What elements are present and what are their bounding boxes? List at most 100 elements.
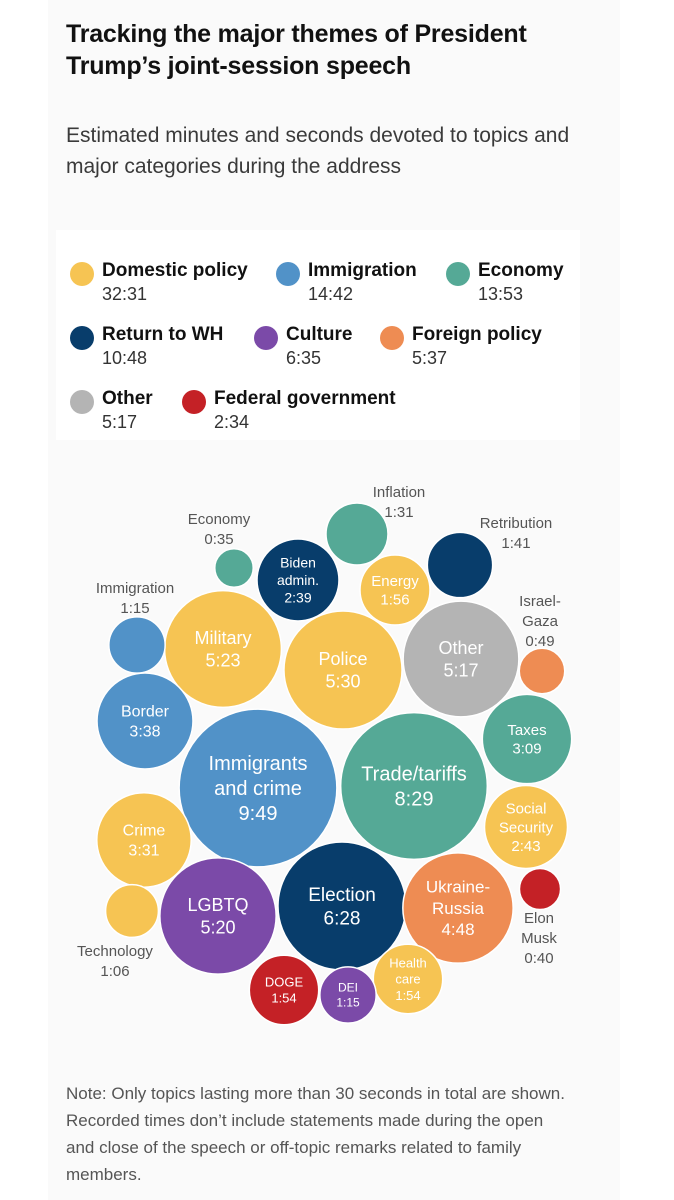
bubble-label: admin. [277,572,319,588]
bubble-label: Elon [524,910,554,927]
legend-time: 10:48 [102,348,148,368]
footnote: Note: Only topics lasting more than 30 s… [66,1084,565,1184]
bubble-circle [319,966,377,1024]
bubble-time: 1:56 [380,592,409,609]
bubble-label: Gaza [522,613,559,630]
bubble-immigration: Immigration 1:15 [96,580,174,674]
bubble-time: 8:29 [395,789,434,811]
bubble-label: Immigrants [209,753,308,775]
bubble-time: 1:06 [100,963,129,980]
bubble-time: 0:49 [525,633,554,650]
chart-subtitle: Estimated minutes and seconds devoted to… [66,124,570,178]
bubble-time: 6:28 [324,909,361,930]
bubble-label: Israel- [519,593,561,610]
legend: Domestic policy 32:31 Immigration 14:42 … [56,230,580,440]
bubble-circle [518,647,566,695]
bubble-label: Immigration [96,580,174,597]
bubble-time: 1:54 [271,991,296,1006]
bubble-time: 1:31 [384,504,413,521]
bubble-time: 0:40 [524,950,553,967]
bubble-label: DOGE [265,974,304,989]
legend-time: 2:34 [214,412,250,432]
bubble-label: Ukraine- [426,878,490,897]
bubble-time: 9:49 [239,803,278,825]
legend-name: Immigration [308,260,417,281]
bubble-police: Police 5:30 [283,610,403,730]
bubble-time: 5:20 [200,918,235,938]
bubble-chart: Immigrants and crime 9:49 Trade/tariffs 8:29… [77,484,573,1026]
bubble-label: Biden [280,554,316,570]
bubble-trade-tariffs: Trade/tariffs 8:29 [339,711,489,861]
bubble-circle [402,852,514,964]
bubble-label: Police [318,649,367,669]
bubble-time: 2:39 [284,589,311,605]
chart-title: Tracking the major themes of President T… [66,20,527,80]
bubble-doge: DOGE 1:54 [248,954,320,1026]
legend-time: 5:37 [412,348,448,368]
bubble-label: Trade/tariffs [361,764,467,786]
bubble-circle [178,708,338,868]
bubble-circle [214,548,254,588]
bubble-time: 1:15 [336,996,360,1010]
legend-name: Foreign policy [412,324,542,345]
bubble-circle [159,857,277,975]
bubble-label: Election [308,885,376,906]
bubble-label: Energy [371,573,419,590]
legend-name: Economy [478,260,564,281]
bubble-label: Other [438,638,483,658]
legend-time: 5:17 [102,412,138,432]
legend-swatch [254,326,278,350]
bubble-circle [248,954,320,1026]
bubble-time: 4:48 [441,920,474,939]
bubble-circle [96,672,194,770]
bubble-circle [108,616,166,674]
bubble-inflation: Inflation 1:31 [325,484,425,566]
bubble-label: Taxes [507,722,546,739]
bubble-taxes: Taxes 3:09 [481,693,573,785]
bubble-time: 3:09 [512,741,541,758]
bubble-time: 5:30 [325,672,360,692]
legend-swatch [70,326,94,350]
bubble-time: 1:41 [501,535,530,552]
bubble-label: Musk [521,930,557,947]
bubble-israel-gaza: Israel- Gaza 0:49 [518,593,566,695]
bubble-circle [325,502,389,566]
bubble-time: 1:15 [120,600,149,617]
legend-time: 32:31 [102,284,148,304]
legend-name: Domestic policy [102,260,248,281]
bubble-lgbtq: LGBTQ 5:20 [159,857,277,975]
bubble-time: 1:54 [395,988,420,1003]
bubble-time: 5:23 [205,651,240,671]
legend-name: Culture [286,324,353,345]
bubble-circle [402,600,520,718]
bubble-other: Other 5:17 [402,600,520,718]
bubble-time: 2:43 [511,838,540,855]
bubble-technology: Technology 1:06 [77,883,160,980]
bubble-circle [104,883,160,939]
bubble-energy: Energy 1:56 [359,554,431,626]
bubble-label: and crime [214,778,302,800]
bubble-crime: Crime 3:31 [96,792,192,888]
legend-swatch [446,262,470,286]
bubble-economy: Economy 0:35 [188,511,254,588]
legend-time: 13:53 [478,284,524,304]
bubble-circle [339,711,489,861]
bubble-label: Crime [123,823,166,840]
legend-swatch [380,326,404,350]
bubble-circle [483,784,569,870]
bubble-circle [359,554,431,626]
bubble-circle [283,610,403,730]
legend-swatch [70,390,94,414]
bubble-time: 0:35 [204,531,233,548]
bubble-border: Border 3:38 [96,672,194,770]
bubble-label: Technology [77,943,153,960]
bubble-ukraine-russia: Ukraine- Russia 4:48 [402,852,514,964]
bubble-elon-musk: Elon Musk 0:40 [518,867,562,967]
bubble-circle [256,538,340,622]
bubble-circle [481,693,573,785]
legend-time: 6:35 [286,348,322,368]
bubble-circle [96,792,192,888]
